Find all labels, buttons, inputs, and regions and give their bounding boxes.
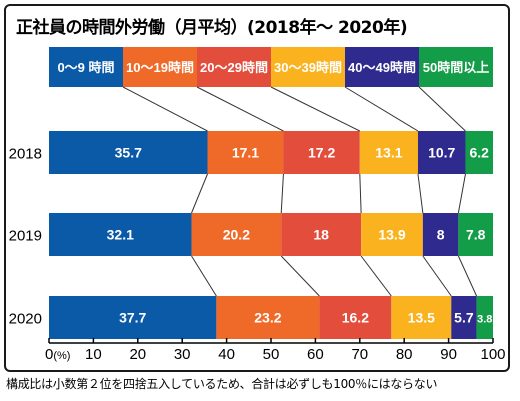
x-tick-label-0: 0(%) bbox=[45, 346, 70, 363]
value-label-2019-1: 32.1 bbox=[107, 227, 134, 243]
bar-2020-6 bbox=[476, 296, 493, 339]
legend-swatch-2 bbox=[123, 47, 197, 87]
bar-2019-4 bbox=[361, 213, 423, 256]
x-tick-label-20: 20 bbox=[129, 346, 146, 363]
value-label-2018-6: 6.2 bbox=[470, 145, 490, 161]
bar-2018-3 bbox=[283, 131, 360, 174]
value-label-2020-3: 16.2 bbox=[342, 310, 369, 326]
value-label-2020-6: 3.8 bbox=[477, 314, 492, 326]
x-tick-label-30: 30 bbox=[174, 346, 191, 363]
connector-2019-2 bbox=[280, 255, 320, 297]
connector-legend-2 bbox=[196, 86, 284, 132]
x-axis-unit: (%) bbox=[53, 350, 70, 362]
value-label-2019-5: 8 bbox=[437, 227, 445, 243]
legend-swatch-3 bbox=[197, 47, 271, 87]
connector-legend-1 bbox=[122, 86, 208, 132]
connector-legend-3 bbox=[270, 86, 361, 132]
legend-label-6: 50時間以上 bbox=[423, 60, 489, 75]
bar-2020-4 bbox=[391, 296, 452, 339]
bar-2020-2 bbox=[216, 296, 320, 339]
x-tick-label-50: 50 bbox=[263, 346, 280, 363]
legend-label-4: 30～39時間 bbox=[274, 60, 342, 75]
value-label-2018-2: 17.1 bbox=[232, 145, 259, 161]
connector-2018-5 bbox=[457, 173, 466, 214]
x-tick-label-90: 90 bbox=[440, 346, 457, 363]
value-label-2019-3: 18 bbox=[313, 227, 329, 243]
x-tick-label-40: 40 bbox=[218, 346, 235, 363]
legend-label-1: 0～9 時間 bbox=[57, 60, 114, 75]
bar-2018-6 bbox=[465, 131, 493, 174]
connector-2019-1 bbox=[191, 255, 217, 297]
category-label-2020: 2020 bbox=[9, 311, 42, 328]
footnote: 構成比は小数第２位を四捨五入しているため、合計は必ずしも100％にはならない bbox=[6, 377, 438, 391]
value-label-2018-1: 35.7 bbox=[115, 145, 142, 161]
legend-label-2: 10～19時間 bbox=[126, 60, 194, 75]
value-label-2019-6: 7.8 bbox=[466, 227, 486, 243]
connector-2018-1 bbox=[191, 173, 208, 214]
bar-2019-1 bbox=[49, 213, 192, 256]
bar-2019-5 bbox=[422, 213, 459, 256]
bar-2018-4 bbox=[359, 131, 418, 174]
x-tick-label-10: 10 bbox=[85, 346, 102, 363]
bar-2018-5 bbox=[417, 131, 466, 174]
x-tick-label-80: 80 bbox=[396, 346, 413, 363]
value-label-2020-5: 5.7 bbox=[454, 310, 474, 326]
legend-label-5: 40～49時間 bbox=[348, 60, 416, 75]
bar-2019-3 bbox=[281, 213, 362, 256]
value-label-2020-1: 37.7 bbox=[119, 310, 146, 326]
connector-2018-2 bbox=[280, 173, 284, 214]
bar-2020-3 bbox=[319, 296, 392, 339]
category-label-2019: 2019 bbox=[9, 228, 42, 245]
value-label-2020-2: 23.2 bbox=[254, 310, 281, 326]
bar-2018-1 bbox=[49, 131, 208, 174]
connector-2018-4 bbox=[417, 173, 424, 214]
x-tick-label-70: 70 bbox=[351, 346, 368, 363]
legend-swatch-1 bbox=[49, 47, 123, 87]
connector-2019-3 bbox=[360, 255, 392, 297]
bar-2020-1 bbox=[49, 296, 217, 339]
x-tick-label-60: 60 bbox=[307, 346, 324, 363]
value-label-2019-2: 20.2 bbox=[223, 227, 250, 243]
value-label-2020-4: 13.5 bbox=[408, 310, 435, 326]
value-label-2018-3: 17.2 bbox=[308, 145, 335, 161]
connector-legend-5 bbox=[418, 86, 466, 132]
value-label-2018-5: 10.7 bbox=[428, 145, 455, 161]
chart-title: 正社員の時間外労働（月平均）(2018年～ 2020年) bbox=[16, 18, 408, 38]
bar-2019-6 bbox=[458, 213, 493, 256]
bar-2019-2 bbox=[191, 213, 282, 256]
chart-frame bbox=[4, 4, 510, 372]
value-label-2018-4: 13.1 bbox=[375, 145, 402, 161]
legend-swatch-6 bbox=[419, 47, 493, 87]
value-label-2019-4: 13.9 bbox=[378, 227, 405, 243]
connector-legend-4 bbox=[344, 86, 419, 132]
connector-2018-3 bbox=[359, 173, 362, 214]
connector-2019-4 bbox=[422, 255, 452, 297]
legend-swatch-4 bbox=[271, 47, 345, 87]
bar-2020-5 bbox=[451, 296, 477, 339]
legend-swatch-5 bbox=[345, 47, 419, 87]
connector-2019-5 bbox=[457, 255, 478, 297]
legend-label-3: 20～29時間 bbox=[200, 60, 268, 75]
x-tick-label-100: 100 bbox=[480, 346, 505, 363]
bar-2018-2 bbox=[207, 131, 284, 174]
category-label-2018: 2018 bbox=[9, 146, 42, 163]
